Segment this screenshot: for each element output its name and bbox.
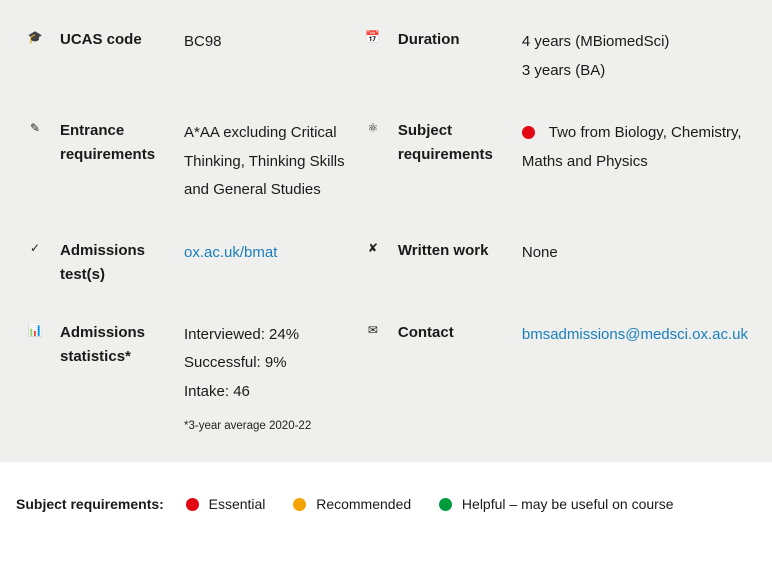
written-work-label: Written work bbox=[398, 239, 508, 263]
written-work-value: None bbox=[522, 239, 748, 268]
duration-icon: 📅 bbox=[362, 28, 384, 44]
stats-successful: Successful: 9% bbox=[184, 349, 348, 378]
subject-label: Subject requirements bbox=[398, 119, 508, 167]
stats-intake: Intake: 46 bbox=[184, 378, 348, 407]
legend-recommended: Recommended bbox=[293, 496, 415, 512]
stats-label: Admissions statistics* bbox=[60, 321, 170, 369]
admissions-test-label: Admissions test(s) bbox=[60, 239, 170, 287]
subject-text: Two from Biology, Chemistry, Maths and P… bbox=[522, 124, 742, 170]
legend-title: Subject requirements: bbox=[16, 496, 164, 512]
entrance-label: Entrance requirements bbox=[60, 119, 170, 167]
stats-footnote: *3-year average 2020-22 bbox=[184, 416, 348, 438]
written-work-icon: ✘ bbox=[362, 239, 384, 255]
legend-essential: Essential bbox=[186, 496, 270, 512]
ucas-value: BC98 bbox=[184, 28, 348, 57]
admissions-test-icon: ✓ bbox=[24, 239, 46, 255]
ucas-label: UCAS code bbox=[60, 28, 170, 52]
legend-recommended-dot-icon bbox=[293, 498, 306, 511]
contact-label: Contact bbox=[398, 321, 508, 345]
duration-line-2: 3 years (BA) bbox=[522, 57, 748, 86]
legend: Subject requirements: Essential Recommen… bbox=[0, 492, 772, 522]
subject-icon: ⚛ bbox=[362, 119, 384, 135]
stats-icon: 📊 bbox=[24, 321, 46, 337]
legend-recommended-text: Recommended bbox=[316, 496, 411, 512]
admissions-test-link[interactable]: ox.ac.uk/bmat bbox=[184, 244, 277, 261]
legend-essential-text: Essential bbox=[209, 496, 266, 512]
course-info-panel: 🎓 UCAS code BC98 📅 Duration 4 years (MBi… bbox=[0, 0, 772, 462]
contact-value: bmsadmissions@medsci.ox.ac.uk bbox=[522, 321, 748, 350]
legend-helpful: Helpful – may be useful on course bbox=[439, 496, 674, 512]
duration-value: 4 years (MBiomedSci) 3 years (BA) bbox=[522, 28, 748, 85]
entrance-icon: ✎ bbox=[24, 119, 46, 135]
legend-helpful-dot-icon bbox=[439, 498, 452, 511]
duration-label: Duration bbox=[398, 28, 508, 52]
stats-interviewed: Interviewed: 24% bbox=[184, 321, 348, 350]
contact-icon: ✉ bbox=[362, 321, 384, 337]
contact-email-link[interactable]: bmsadmissions@medsci.ox.ac.uk bbox=[522, 326, 748, 343]
ucas-icon: 🎓 bbox=[24, 28, 46, 44]
stats-value: Interviewed: 24% Successful: 9% Intake: … bbox=[184, 321, 348, 438]
legend-essential-dot-icon bbox=[186, 498, 199, 511]
duration-line-1: 4 years (MBiomedSci) bbox=[522, 28, 748, 57]
essential-dot-icon bbox=[522, 126, 535, 139]
subject-value: Two from Biology, Chemistry, Maths and P… bbox=[522, 119, 748, 176]
admissions-test-value: ox.ac.uk/bmat bbox=[184, 239, 348, 268]
entrance-value: A*AA excluding Critical Thinking, Thinki… bbox=[184, 119, 348, 205]
info-grid: 🎓 UCAS code BC98 📅 Duration 4 years (MBi… bbox=[24, 28, 748, 438]
legend-helpful-text: Helpful – may be useful on course bbox=[462, 496, 674, 512]
